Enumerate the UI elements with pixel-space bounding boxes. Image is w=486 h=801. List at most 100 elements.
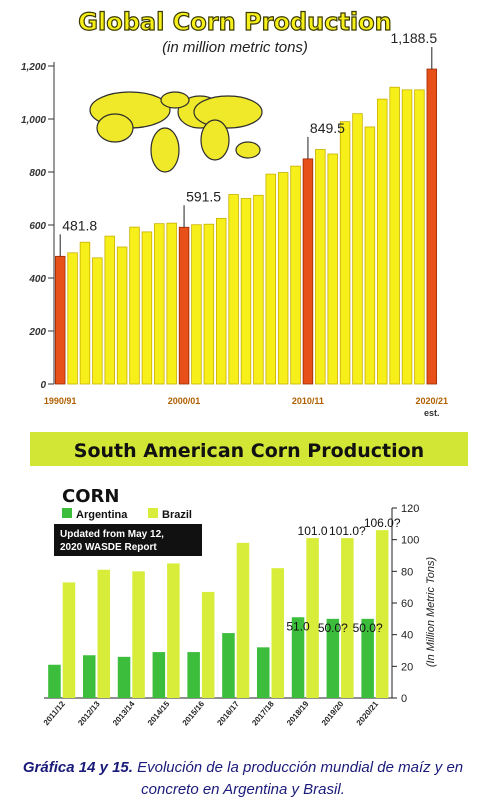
global-bar bbox=[166, 222, 177, 385]
global-bar bbox=[277, 172, 289, 385]
sa-bar-brazil bbox=[167, 563, 180, 698]
sa-data-label: 106.0? bbox=[364, 516, 401, 530]
global-bar bbox=[54, 255, 66, 385]
sa-bar-brazil bbox=[306, 538, 319, 698]
sa-bar-argentina bbox=[361, 618, 374, 698]
sa-x-tick-label: 2015/16 bbox=[181, 699, 207, 727]
sa-note-box bbox=[54, 524, 202, 556]
global-bar bbox=[191, 224, 202, 385]
sa-bar-argentina bbox=[222, 633, 235, 698]
sa-bar-argentina bbox=[48, 664, 61, 698]
sa-x-tick-label: 2016/17 bbox=[215, 699, 241, 727]
global-bar bbox=[228, 194, 239, 385]
global-x-tick-label: 2000/01 bbox=[168, 396, 201, 406]
global-data-label: 481.8 bbox=[62, 217, 97, 233]
global-y-tick-label: 200 bbox=[28, 327, 46, 338]
global-corn-svg: Global Corn Production (in million metric… bbox=[21, 7, 448, 418]
sa-y-tick-label: 40 bbox=[401, 630, 413, 642]
global-bar bbox=[129, 226, 140, 385]
sa-chart-title: South American Corn Production bbox=[74, 440, 424, 462]
global-bar bbox=[389, 86, 400, 385]
sa-x-tick-label: 2018/19 bbox=[285, 699, 311, 727]
global-bar bbox=[265, 173, 277, 385]
sa-bar-brazil bbox=[97, 569, 111, 698]
world-map-land bbox=[160, 91, 190, 109]
global-bar bbox=[290, 165, 301, 385]
sa-y-tick-label: 0 bbox=[401, 693, 407, 705]
sa-bar-argentina bbox=[326, 618, 340, 698]
global-bar bbox=[327, 153, 338, 385]
global-corn-chart: Global Corn Production (in million metric… bbox=[21, 7, 448, 418]
sa-y-axis-label: (In Million Metric Tons) bbox=[425, 557, 437, 668]
global-bar bbox=[364, 126, 376, 385]
sa-bar-argentina bbox=[117, 656, 131, 698]
global-x-tick-label: 1990/91 bbox=[44, 396, 77, 406]
sa-bar-brazil bbox=[341, 538, 354, 698]
global-bar bbox=[401, 89, 413, 385]
south-american-corn-svg: South American Corn Production CORN Argent… bbox=[30, 432, 468, 727]
global-bar bbox=[339, 121, 351, 385]
global-bar bbox=[426, 68, 438, 385]
south-american-corn-chart: South American Corn Production CORN Argent… bbox=[0, 432, 486, 740]
world-map-land bbox=[193, 95, 263, 129]
sa-y-tick-label: 20 bbox=[401, 661, 413, 673]
sa-bar-brazil bbox=[375, 530, 389, 698]
sa-note-text: 2020 WASDE Report bbox=[60, 542, 157, 553]
sa-bar-brazil bbox=[271, 568, 285, 698]
global-bar bbox=[253, 194, 264, 385]
global-data-label: 1,188.5 bbox=[390, 30, 437, 46]
sa-legend-label: Brazil bbox=[162, 509, 192, 521]
sa-bar-argentina bbox=[256, 647, 270, 698]
figure-caption: Gráfica 14 y 15. Evolución de la producc… bbox=[10, 757, 476, 801]
global-y-tick-label: 1,200 bbox=[21, 62, 46, 73]
global-bar bbox=[178, 226, 190, 385]
sa-data-label: 51.0 bbox=[286, 619, 310, 633]
sa-y-tick-label: 120 bbox=[401, 503, 419, 515]
global-data-label: 849.5 bbox=[310, 120, 345, 136]
global-y-tick-label: 0 bbox=[40, 380, 46, 391]
global-bar bbox=[141, 231, 153, 385]
sa-y-tick-label: 80 bbox=[401, 566, 413, 578]
global-bar bbox=[352, 113, 363, 385]
global-bar bbox=[67, 252, 78, 385]
global-bar bbox=[154, 223, 165, 385]
global-bar bbox=[92, 257, 103, 385]
global-data-label: 591.5 bbox=[186, 188, 221, 204]
sa-note-text: Updated from May 12, bbox=[60, 529, 164, 540]
sa-x-tick-label: 2017/18 bbox=[250, 699, 276, 727]
sa-panel-label: CORN bbox=[62, 486, 119, 507]
sa-bar-brazil bbox=[201, 591, 215, 698]
sa-legend-label: Argentina bbox=[76, 509, 128, 521]
sa-x-tick-label: 2014/15 bbox=[146, 699, 172, 727]
global-bar bbox=[240, 198, 252, 385]
sa-bar-argentina bbox=[152, 652, 166, 698]
global-y-tick-label: 400 bbox=[28, 274, 46, 285]
global-est-label: est. bbox=[424, 408, 440, 418]
sa-x-tick-label: 2012/13 bbox=[76, 699, 102, 727]
sa-data-label: 101.0? bbox=[329, 524, 366, 538]
sa-title-banner bbox=[30, 432, 468, 466]
world-map-land bbox=[200, 119, 230, 161]
global-bar bbox=[203, 223, 215, 385]
caption-label: Gráfica 14 y 15. bbox=[22, 759, 133, 776]
global-bar bbox=[302, 158, 314, 385]
global-chart-title: Global Corn Production bbox=[78, 8, 391, 36]
sa-bar-brazil bbox=[62, 582, 76, 698]
global-bar bbox=[79, 241, 91, 385]
global-x-tick-label: 2010/11 bbox=[292, 396, 324, 406]
sa-legend-swatch bbox=[62, 508, 72, 518]
sa-bar-argentina bbox=[187, 652, 200, 698]
global-y-tick-label: 600 bbox=[29, 221, 46, 232]
sa-bar-brazil bbox=[132, 571, 145, 698]
global-y-tick-label: 800 bbox=[29, 168, 46, 179]
sa-x-tick-label: 2019/20 bbox=[320, 699, 346, 727]
world-map-land bbox=[235, 141, 261, 159]
sa-bar-argentina bbox=[82, 655, 96, 698]
sa-bar-brazil bbox=[236, 542, 250, 698]
global-bar bbox=[377, 98, 388, 385]
sa-y-tick-label: 100 bbox=[401, 535, 419, 547]
sa-legend-swatch bbox=[148, 508, 158, 518]
sa-data-label: 50.0? bbox=[353, 621, 383, 635]
world-map-icon bbox=[89, 91, 263, 173]
sa-x-tick-label: 2013/14 bbox=[111, 699, 137, 727]
